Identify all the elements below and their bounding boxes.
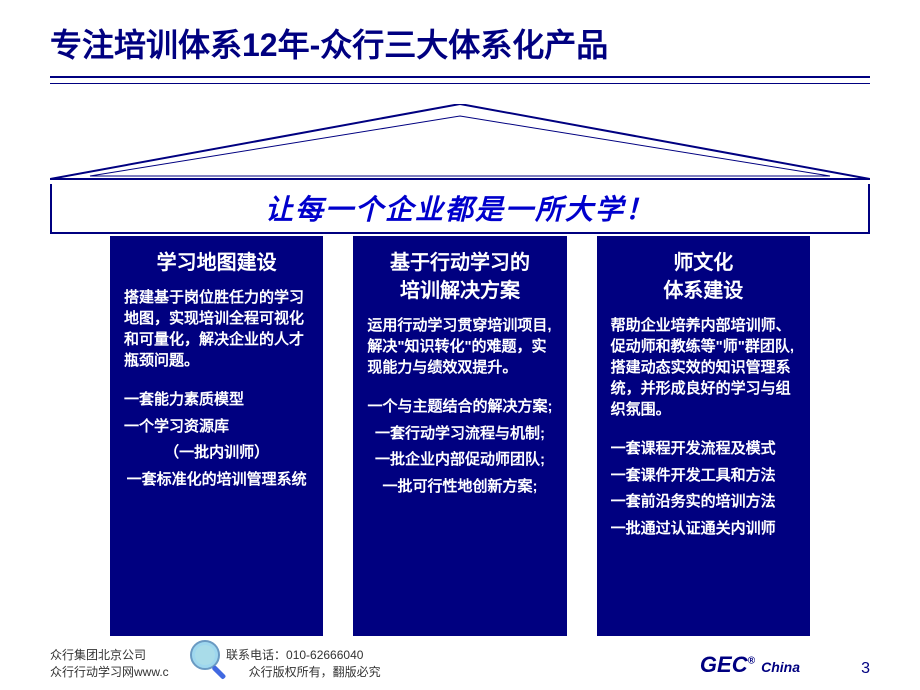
footer-phone: 联系电话：010-62666040 (226, 646, 363, 663)
footer-website: 众行行动学习网www.c (50, 663, 169, 680)
pillar-1-desc: 搭建基于岗位胜任力的学习地图，实现培训全程可视化和可量化，解决企业的人才瓶颈问题… (124, 287, 309, 371)
magnifier-icon (185, 635, 235, 685)
roof-shape (50, 104, 870, 184)
pillar-1-title: 学习地图建设 (124, 251, 309, 275)
gec-logo: GEC® China (700, 652, 800, 678)
logo-reg: ® (748, 656, 755, 667)
list-item: 一套行动学习流程与机制; (367, 423, 552, 446)
list-item: 一套课程开发流程及模式 (611, 438, 796, 461)
list-item: 一批可行性地创新方案; (367, 476, 552, 499)
temple-roof (50, 104, 870, 184)
slide-footer: 众行集团北京公司 联系电话：010-62666040 众行行动学习网www.c … (0, 638, 920, 690)
list-item: 一套课件开发工具和方法 (611, 465, 796, 488)
pillar-2-list: 一个与主题结合的解决方案; 一套行动学习流程与机制; 一批企业内部促动师团队; … (367, 396, 552, 498)
temple-diagram: 让每一个企业都是一所大学！ 学习地图建设 搭建基于岗位胜任力的学习地图，实现培训… (50, 104, 870, 636)
footer-copyright: 众行版权所有，翻版必究 (249, 663, 381, 680)
slogan-text: 让每一个企业都是一所大学！ (265, 188, 655, 228)
list-item: （一批内训师） (124, 442, 309, 465)
list-item: 一套能力素质模型 (124, 389, 309, 412)
slide-title: 专注培训体系12年-众行三大体系化产品 (0, 0, 920, 76)
pillar-2-title: 基于行动学习的 (367, 251, 552, 275)
pillar-1: 学习地图建设 搭建基于岗位胜任力的学习地图，实现培训全程可视化和可量化，解决企业… (110, 236, 323, 636)
page-number: 3 (861, 660, 870, 678)
logo-sub: China (761, 659, 800, 675)
pillar-3-title: 师文化 (611, 251, 796, 275)
list-item: 一套标准化的培训管理系统 (124, 469, 309, 492)
pillar-1-list: 一套能力素质模型 一个学习资源库 （一批内训师） 一套标准化的培训管理系统 (124, 389, 309, 491)
pillars-row: 学习地图建设 搭建基于岗位胜任力的学习地图，实现培训全程可视化和可量化，解决企业… (50, 236, 870, 636)
title-underline-thin (50, 83, 870, 84)
pillar-2-desc: 运用行动学习贯穿培训项目,解决"知识转化"的难题，实现能力与绩效双提升。 (367, 315, 552, 378)
logo-main: GEC (700, 652, 748, 677)
footer-company: 众行集团北京公司 (50, 646, 146, 663)
pillar-3-desc: 帮助企业培养内部培训师、促动师和教练等"师"群团队,搭建动态实效的知识管理系统，… (611, 315, 796, 420)
list-item: 一个学习资源库 (124, 416, 309, 439)
pillar-3-list: 一套课程开发流程及模式 一套课件开发工具和方法 一套前沿务实的培训方法 一批通过… (611, 438, 796, 540)
pillar-2: 基于行动学习的 培训解决方案 运用行动学习贯穿培训项目,解决"知识转化"的难题，… (353, 236, 566, 636)
list-item: 一批企业内部促动师团队; (367, 449, 552, 472)
list-item: 一个与主题结合的解决方案; (367, 396, 552, 419)
list-item: 一批通过认证通关内训师 (611, 518, 796, 541)
pillar-2-subtitle: 培训解决方案 (367, 279, 552, 303)
pillar-3-subtitle: 体系建设 (611, 279, 796, 303)
list-item: 一套前沿务实的培训方法 (611, 491, 796, 514)
slogan-band: 让每一个企业都是一所大学！ (50, 184, 870, 234)
pillar-3: 师文化 体系建设 帮助企业培养内部培训师、促动师和教练等"师"群团队,搭建动态实… (597, 236, 810, 636)
title-underline-thick (50, 76, 870, 78)
